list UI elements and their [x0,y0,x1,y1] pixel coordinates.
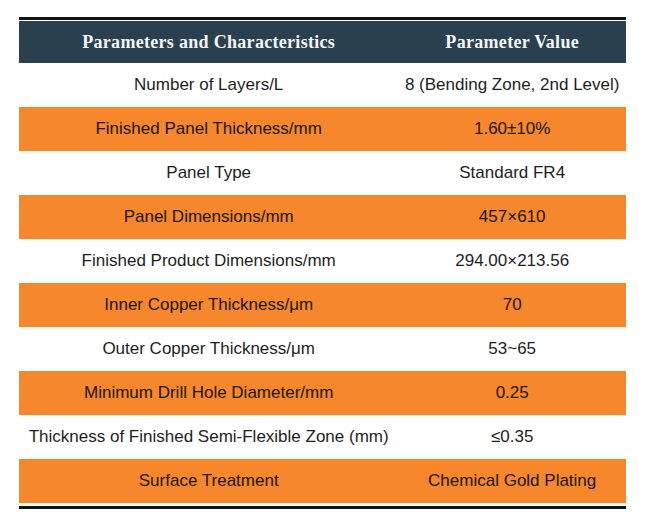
table-row: Outer Copper Thickness/μm 53~65 [19,327,626,371]
value-cell: Standard FR4 [398,151,626,195]
param-cell: Minimum Drill Hole Diameter/mm [19,371,398,415]
value-cell: 294.00×213.56 [398,239,626,283]
table-row: Inner Copper Thickness/μm 70 [19,283,626,327]
value-cell: Chemical Gold Plating [398,459,626,503]
value-cell: 8 (Bending Zone, 2nd Level) [398,63,626,107]
spec-table-container: Parameters and Characteristics Parameter… [19,17,626,509]
value-cell: 0.25 [398,371,626,415]
value-cell: 457×610 [398,195,626,239]
table-row: Finished Product Dimensions/mm 294.00×21… [19,239,626,283]
table-row: Number of Layers/L 8 (Bending Zone, 2nd … [19,63,626,107]
param-cell: Surface Treatment [19,459,398,503]
param-cell: Inner Copper Thickness/μm [19,283,398,327]
table-row: Minimum Drill Hole Diameter/mm 0.25 [19,371,626,415]
page: Parameters and Characteristics Parameter… [0,0,645,528]
table-row: Thickness of Finished Semi-Flexible Zone… [19,415,626,459]
param-cell: Finished Product Dimensions/mm [19,239,398,283]
param-cell: Thickness of Finished Semi-Flexible Zone… [19,415,398,459]
parameters-table: Parameters and Characteristics Parameter… [19,21,626,503]
table-row: Panel Type Standard FR4 [19,151,626,195]
table-row: Surface Treatment Chemical Gold Plating [19,459,626,503]
param-cell: Outer Copper Thickness/μm [19,327,398,371]
param-cell: Finished Panel Thickness/mm [19,107,398,151]
param-cell: Panel Dimensions/mm [19,195,398,239]
value-cell: ≤0.35 [398,415,626,459]
value-cell: 1.60±10% [398,107,626,151]
header-cell-value: Parameter Value [398,21,626,63]
param-cell: Number of Layers/L [19,63,398,107]
table-row: Finished Panel Thickness/mm 1.60±10% [19,107,626,151]
header-row: Parameters and Characteristics Parameter… [19,21,626,63]
param-cell: Panel Type [19,151,398,195]
header-cell-parameters: Parameters and Characteristics [19,21,398,63]
value-cell: 53~65 [398,327,626,371]
value-cell: 70 [398,283,626,327]
table-row: Panel Dimensions/mm 457×610 [19,195,626,239]
